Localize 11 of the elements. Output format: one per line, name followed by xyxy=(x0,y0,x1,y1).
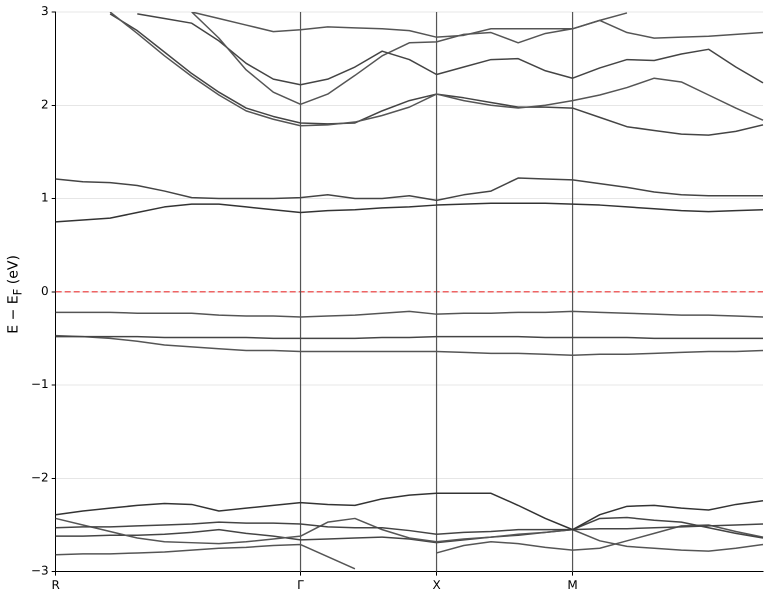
y-tick-label: −3 xyxy=(30,564,49,578)
x-tick-label: X xyxy=(432,578,441,592)
y-tick-label: −1 xyxy=(30,377,49,392)
x-tick-label: R xyxy=(52,578,60,592)
x-tick-label: M xyxy=(567,578,578,592)
y-tick-label: 1 xyxy=(41,190,49,205)
y-tick-label: 3 xyxy=(41,4,49,18)
y-tick-label: 2 xyxy=(41,97,49,112)
x-tick-label: Γ xyxy=(297,578,304,592)
y-tick-label: −2 xyxy=(30,470,49,484)
y-tick-label: 0 xyxy=(41,284,49,298)
